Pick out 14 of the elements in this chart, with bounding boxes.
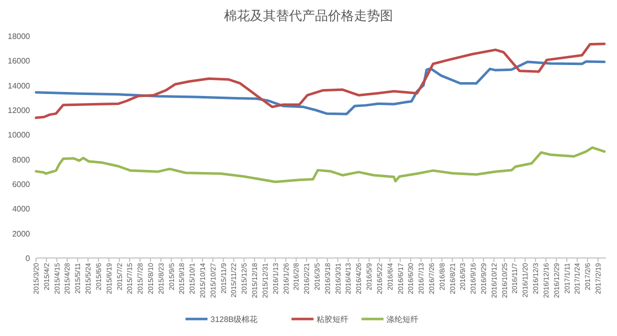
y-tick-label: 4000 (12, 204, 31, 214)
legend-label: 粘胶短纤 (316, 315, 348, 324)
y-tick-label: 8000 (12, 155, 31, 164)
legend-label: 涤纶短纤 (386, 315, 418, 324)
y-tick-label: 16000 (8, 56, 31, 66)
y-tick-label: 18000 (8, 32, 31, 41)
y-tick-label: 6000 (12, 180, 31, 189)
y-tick-label: 2000 (12, 229, 31, 238)
title: 棉花及其替代产品价格走势图 (224, 8, 393, 23)
y-tick-label: 14000 (8, 81, 31, 90)
legend-label: 3128B级棉花 (210, 315, 258, 324)
y-tick-label: 12000 (8, 106, 31, 115)
y-tick-label: 10000 (8, 130, 31, 140)
y-tick-label: 0 (26, 254, 31, 263)
